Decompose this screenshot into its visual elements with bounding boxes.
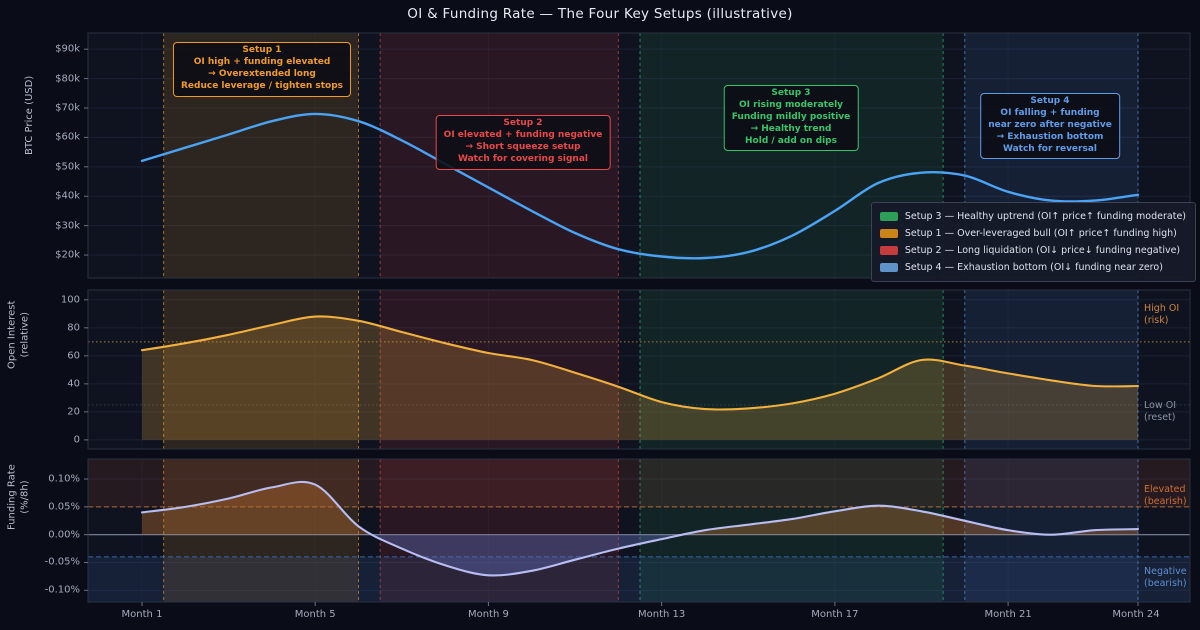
funding-ytick-label: -0.05%	[44, 556, 80, 568]
price-ytick-label: $50k	[55, 161, 80, 173]
x-tick-label: Month 21	[984, 609, 1032, 620]
region-setup-2	[380, 459, 619, 602]
legend-label: Setup 3 — Healthy uptrend (OI↑ price↑ fu…	[904, 211, 1186, 222]
oi-ytick-label: 20	[67, 406, 80, 418]
legend-label: Setup 2 — Long liquidation (OI↓ price↓ f…	[904, 245, 1181, 256]
x-tick-label: Month 1	[121, 609, 163, 620]
funding-ytick-label: 0.05%	[48, 501, 80, 513]
funding-ytick-label: 0.10%	[48, 473, 80, 485]
legend-swatch-blue	[879, 263, 898, 272]
open_interest_relative-line	[140, 315, 1140, 411]
legend-label: Setup 1 — Over-leveraged bull (OI↑ price…	[904, 228, 1177, 239]
price-ytick-label: $30k	[55, 220, 80, 232]
oi-ytick-label: 60	[67, 350, 80, 362]
funding-negative-fill	[371, 534, 1053, 576]
btc_price_usd_k-line	[140, 112, 1140, 260]
legend-swatch-green	[879, 212, 898, 221]
high-oi-annotation: High OI (risk)	[1144, 303, 1180, 326]
funding-ytick-label: -0.10%	[44, 584, 80, 596]
funding-ytick-label: 0.00%	[48, 529, 80, 541]
region-setup-1	[163, 459, 359, 602]
setup-1-title: Setup 1	[242, 45, 282, 55]
region-setup-3	[640, 290, 944, 449]
negative-funding-band	[88, 556, 1190, 602]
price-ytick-label: $40k	[55, 190, 80, 202]
funding-panel-border	[87, 458, 1191, 603]
legend-item-setup-3: Setup 3 — Healthy uptrend (OI↑ price↑ fu…	[879, 208, 1186, 225]
oi-ytick-label: 0	[73, 434, 80, 446]
price-ytick-label: $20k	[55, 249, 80, 261]
chart-title: OI & Funding Rate — The Four Key Setups …	[407, 6, 793, 22]
price-panel-border	[87, 32, 1191, 279]
legend-item-setup-4: Setup 4 — Exhaustion bottom (OI↓ funding…	[879, 259, 1186, 276]
funding-axis-label: Funding Rate (%/8h)	[6, 464, 31, 530]
funding_rate_pct_8h-line	[140, 480, 1140, 577]
setup-1-annotation-box: Setup 1 OI high + funding elevated → Ove…	[172, 42, 352, 97]
legend-label: Setup 4 — Exhaustion bottom (OI↓ funding…	[904, 262, 1163, 273]
legend-swatch-orange	[879, 229, 898, 238]
legend-item-setup-2: Setup 2 — Long liquidation (OI↓ price↓ f…	[879, 242, 1186, 259]
setup-2-title: Setup 2	[503, 118, 543, 128]
x-tick-label: Month 13	[638, 609, 686, 620]
setup-4-annotation-box: Setup 4 OI falling + funding near zero a…	[980, 93, 1120, 160]
price-ytick-label: $70k	[55, 102, 80, 114]
setup-4-body: OI falling + funding near zero after neg…	[988, 107, 1112, 154]
x-tick-label: Month 24	[1112, 609, 1160, 620]
setup-2-annotation-box: Setup 2 OI elevated + funding negative →…	[435, 115, 611, 170]
funding-elevated-annotation: Elevated (bearish)	[1144, 484, 1187, 507]
funding-negative-annotation: Negative (bearish)	[1144, 566, 1187, 589]
oi-panel-background	[88, 290, 1190, 449]
oi-ytick-label: 80	[67, 322, 80, 334]
oi-area-fill	[142, 316, 1138, 440]
price-ytick-label: $60k	[55, 131, 80, 143]
price-axis-label: BTC Price (USD)	[23, 75, 35, 155]
x-tick-label: Month 9	[467, 609, 509, 620]
x-tick-label: Month 5	[294, 609, 336, 620]
x-tick-label: Month 17	[811, 609, 859, 620]
legend-swatch-red	[879, 246, 898, 255]
region-setup-2	[380, 290, 619, 449]
oi-ytick-label: 100	[60, 294, 80, 306]
oi-axis-label: Open Interest (relative)	[6, 300, 31, 369]
funding-positive-fill	[142, 481, 1138, 535]
region-setup-3	[640, 459, 944, 602]
price-ytick-label: $90k	[55, 43, 80, 55]
elevated-funding-band	[88, 459, 1190, 507]
setup-1-body: OI high + funding elevated → Overextende…	[180, 56, 344, 91]
setup-2-body: OI elevated + funding negative → Short s…	[443, 129, 603, 164]
legend-item-setup-1: Setup 1 — Over-leveraged bull (OI↑ price…	[879, 225, 1186, 242]
setup-4-title: Setup 4	[1030, 96, 1070, 106]
oi-panel-border	[87, 289, 1191, 450]
setup-3-title: Setup 3	[771, 88, 811, 98]
region-setup-4	[964, 290, 1138, 449]
setup-3-body: OI rising moderately Funding mildly posi…	[731, 99, 851, 146]
low-oi-annotation: Low OI (reset)	[1144, 400, 1177, 423]
setup-3-annotation-box: Setup 3 OI rising moderately Funding mil…	[723, 85, 859, 152]
legend: Setup 3 — Healthy uptrend (OI↑ price↑ fu…	[870, 202, 1196, 282]
price-ytick-label: $80k	[55, 73, 80, 85]
oi-ytick-label: 40	[67, 378, 80, 390]
